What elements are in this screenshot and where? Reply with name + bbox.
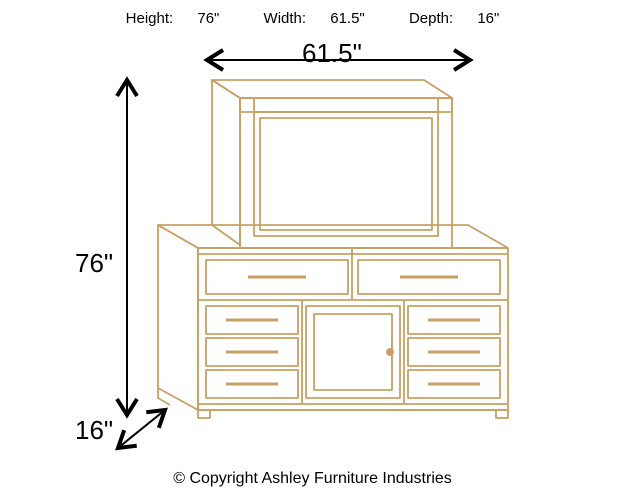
depth-dimension: 16" bbox=[75, 415, 113, 446]
width-dimension: 61.5" bbox=[302, 38, 362, 69]
copyright-text: © Copyright Ashley Furniture Industries bbox=[0, 470, 625, 488]
height-dimension: 76" bbox=[75, 248, 113, 279]
depth-arrow bbox=[118, 410, 165, 448]
dresser-drawing bbox=[158, 80, 508, 418]
